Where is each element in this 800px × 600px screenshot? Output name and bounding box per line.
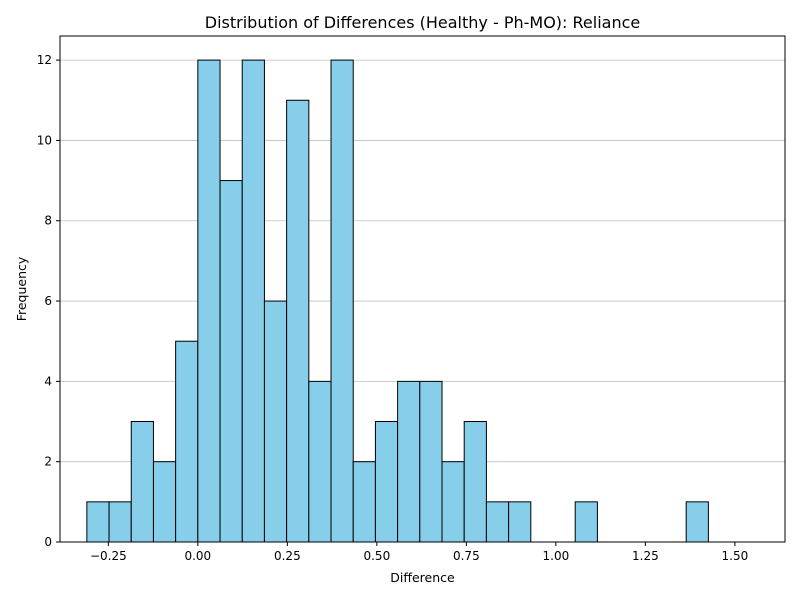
y-tick-label: 4: [44, 374, 52, 388]
x-tick-label: 1.00: [543, 549, 570, 563]
histogram-bar: [152, 461, 177, 543]
x-tick-label: 0.50: [363, 549, 390, 563]
histogram-bar: [441, 461, 465, 543]
chart-title: Distribution of Differences (Healthy - P…: [205, 13, 640, 32]
histogram-bar: [419, 380, 443, 543]
histogram-bar: [108, 501, 132, 543]
histogram-bar: [463, 421, 487, 543]
histogram-bar: [263, 300, 288, 543]
histogram-bar: [286, 99, 310, 543]
x-tick-label: −0.25: [90, 549, 127, 563]
x-tick-label: 0.75: [453, 549, 480, 563]
histogram-bar: [374, 421, 399, 543]
x-tick-label: 1.50: [722, 549, 749, 563]
x-axis-ticks: −0.25 0.00 0.25 0.50 0.75 1.00 1.25 1.50: [90, 542, 748, 563]
x-tick-label: 0.00: [184, 549, 211, 563]
histogram-bar: [175, 340, 199, 543]
histogram-bar: [352, 461, 376, 543]
histogram-bar: [86, 501, 110, 543]
histogram-bar: [308, 380, 332, 543]
histogram-bar: [574, 501, 598, 543]
histogram-bar: [330, 59, 354, 543]
plot-frame: [59, 35, 786, 543]
x-tick-label: 1.25: [632, 549, 659, 563]
histogram-bar: [241, 59, 265, 543]
histogram-bar: [508, 501, 532, 543]
histogram-bar: [397, 380, 421, 543]
y-tick-label: 10: [37, 133, 52, 147]
y-tick-label: 6: [44, 294, 52, 308]
histogram-bar: [219, 180, 243, 543]
x-axis-label: Difference: [390, 570, 455, 585]
y-axis-ticks: 0 2 4 6 8 10 12: [37, 53, 60, 549]
histogram-bar: [130, 421, 154, 543]
y-tick-label: 8: [44, 214, 52, 228]
y-axis-label: Frequency: [14, 256, 29, 321]
histogram-bar: [197, 59, 221, 543]
bars: [86, 59, 709, 543]
y-tick-label: 0: [44, 535, 52, 549]
y-tick-label: 2: [44, 455, 52, 469]
x-tick-label: 0.25: [274, 549, 301, 563]
y-tick-label: 12: [37, 53, 52, 67]
histogram-bar: [485, 501, 510, 543]
histogram-bar: [685, 501, 709, 543]
